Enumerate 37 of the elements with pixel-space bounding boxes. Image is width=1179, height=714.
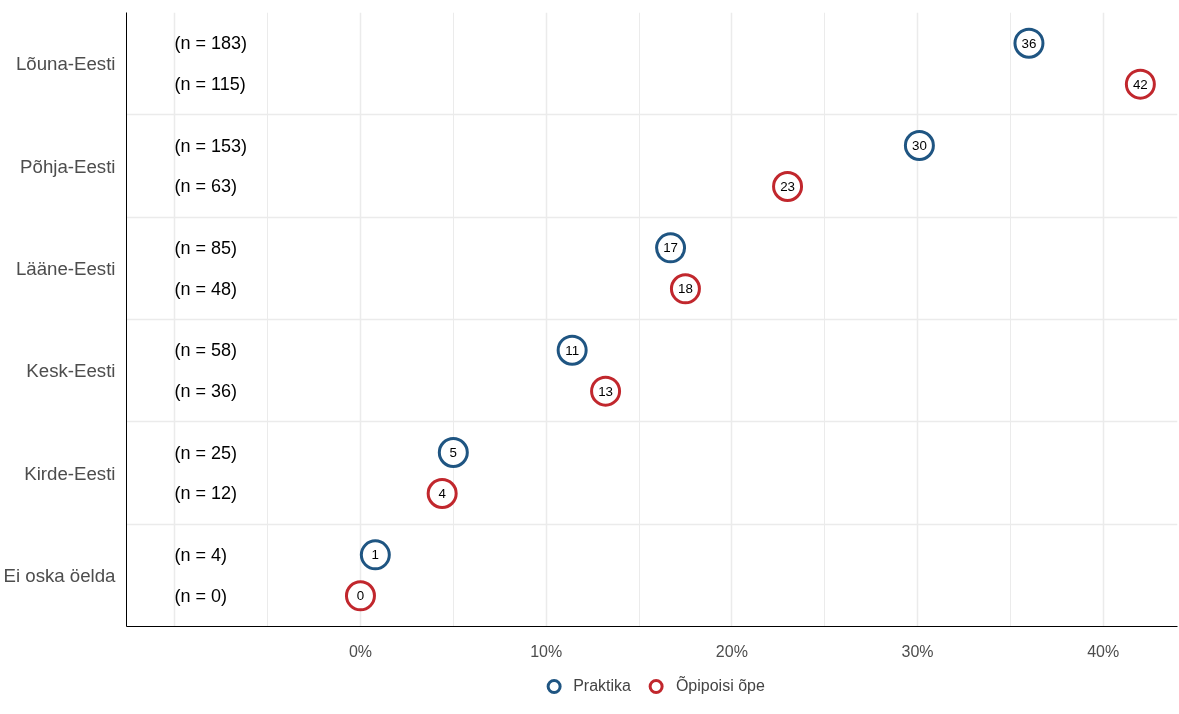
y-tick-label: Põhja-Eesti: [20, 155, 116, 177]
legend-label: Praktika: [573, 677, 631, 695]
data-label: 30: [911, 138, 927, 154]
x-tick-label: 40%: [1087, 642, 1120, 660]
data-label: 42: [1132, 76, 1148, 92]
x-tick-label: 30%: [901, 642, 934, 660]
annotation: (n = 36): [174, 381, 238, 402]
data-label: 13: [598, 383, 613, 399]
annotation: (n = 25): [174, 442, 238, 463]
annotation: (n = 0): [174, 585, 228, 606]
annotation: (n = 153): [174, 135, 248, 156]
y-tick-label: Kirde-Eesti: [24, 462, 116, 484]
y-tick-label: Lääne-Eesti: [15, 257, 116, 279]
annotation: (n = 12): [174, 483, 238, 504]
data-label: 18: [678, 281, 693, 297]
data-label: 36: [1021, 35, 1037, 51]
annotation: (n = 115): [174, 74, 246, 95]
annotation: (n = 183): [174, 33, 248, 54]
y-tick-label: Lõuna-Eesti: [15, 53, 116, 75]
annotation: (n = 63): [174, 176, 238, 197]
x-tick-label: 10%: [530, 642, 563, 660]
data-label: 11: [565, 342, 580, 358]
x-tick-label: 20%: [715, 642, 748, 660]
x-tick-label: 0%: [348, 642, 373, 660]
data-label: 17: [663, 240, 678, 256]
legend-label: Õpipoisi õpe: [675, 677, 765, 695]
data-label: 1: [371, 547, 380, 563]
data-label: 23: [780, 178, 795, 194]
annotation: (n = 48): [174, 278, 238, 299]
y-tick-label: Kesk-Eesti: [26, 360, 116, 382]
y-tick-label: Ei oska öelda: [3, 564, 117, 586]
data-label: 5: [449, 445, 458, 461]
data-label: 4: [438, 485, 447, 501]
data-label: 0: [356, 588, 365, 604]
annotation: (n = 4): [174, 544, 228, 565]
annotation: (n = 58): [174, 340, 238, 361]
annotation: (n = 85): [174, 237, 238, 258]
